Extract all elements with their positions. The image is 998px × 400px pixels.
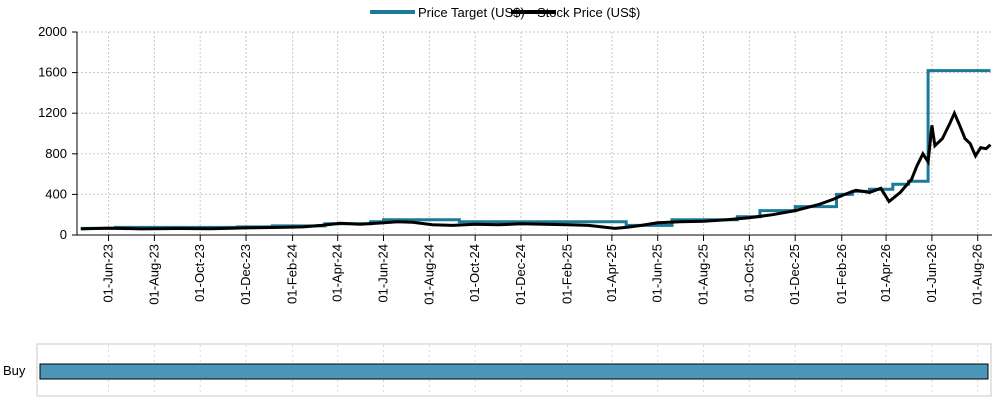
y-tick-label: 2000: [38, 24, 67, 39]
x-tick-label: 01-Jun-25: [650, 244, 665, 303]
x-tick-label: 01-Aug-26: [970, 244, 985, 305]
x-tick-label: 01-Dec-23: [238, 244, 253, 305]
legend-label: Price Target (US$): [418, 5, 525, 20]
x-tick-label: 01-Aug-23: [146, 244, 161, 305]
rating-bar: [39, 363, 989, 380]
y-tick-label: 1600: [38, 65, 67, 80]
legend-label: Stock Price (US$): [537, 5, 640, 20]
x-tick-label: 01-Apr-24: [330, 244, 345, 302]
x-tick-label: 01-Dec-24: [513, 244, 528, 305]
y-tick-label: 400: [45, 186, 67, 201]
plot-area: [77, 32, 992, 235]
x-tick-label: 01-Feb-26: [834, 244, 849, 304]
x-tick-label: 01-Dec-25: [787, 244, 802, 305]
x-tick-label: 01-Apr-26: [878, 244, 893, 302]
y-tick-label: 0: [60, 227, 67, 242]
x-tick-label: 01-Jun-23: [101, 244, 116, 303]
x-tick-label: 01-Apr-25: [604, 244, 619, 302]
rating-label: Buy: [3, 363, 26, 378]
x-tick-label: 01-Oct-24: [467, 244, 482, 302]
x-tick-label: 01-Oct-23: [192, 244, 207, 302]
x-tick-label: 01-Jun-26: [924, 244, 939, 303]
rating-panel-frame: [36, 343, 992, 397]
x-tick-label: 01-Aug-24: [421, 244, 436, 305]
y-tick-label: 800: [45, 146, 67, 161]
legend: Price Target (US$) Stock Price (US$): [370, 5, 640, 20]
x-tick-label: 01-Feb-24: [285, 244, 300, 304]
x-tick-label: 01-Oct-25: [741, 244, 756, 302]
y-tick-label: 1200: [38, 105, 67, 120]
stock-price-line: [80, 109, 992, 231]
x-tick-label: 01-Jun-24: [376, 244, 391, 303]
x-tick-label: 01-Aug-25: [696, 244, 711, 305]
x-tick-label: 01-Feb-25: [560, 244, 575, 304]
